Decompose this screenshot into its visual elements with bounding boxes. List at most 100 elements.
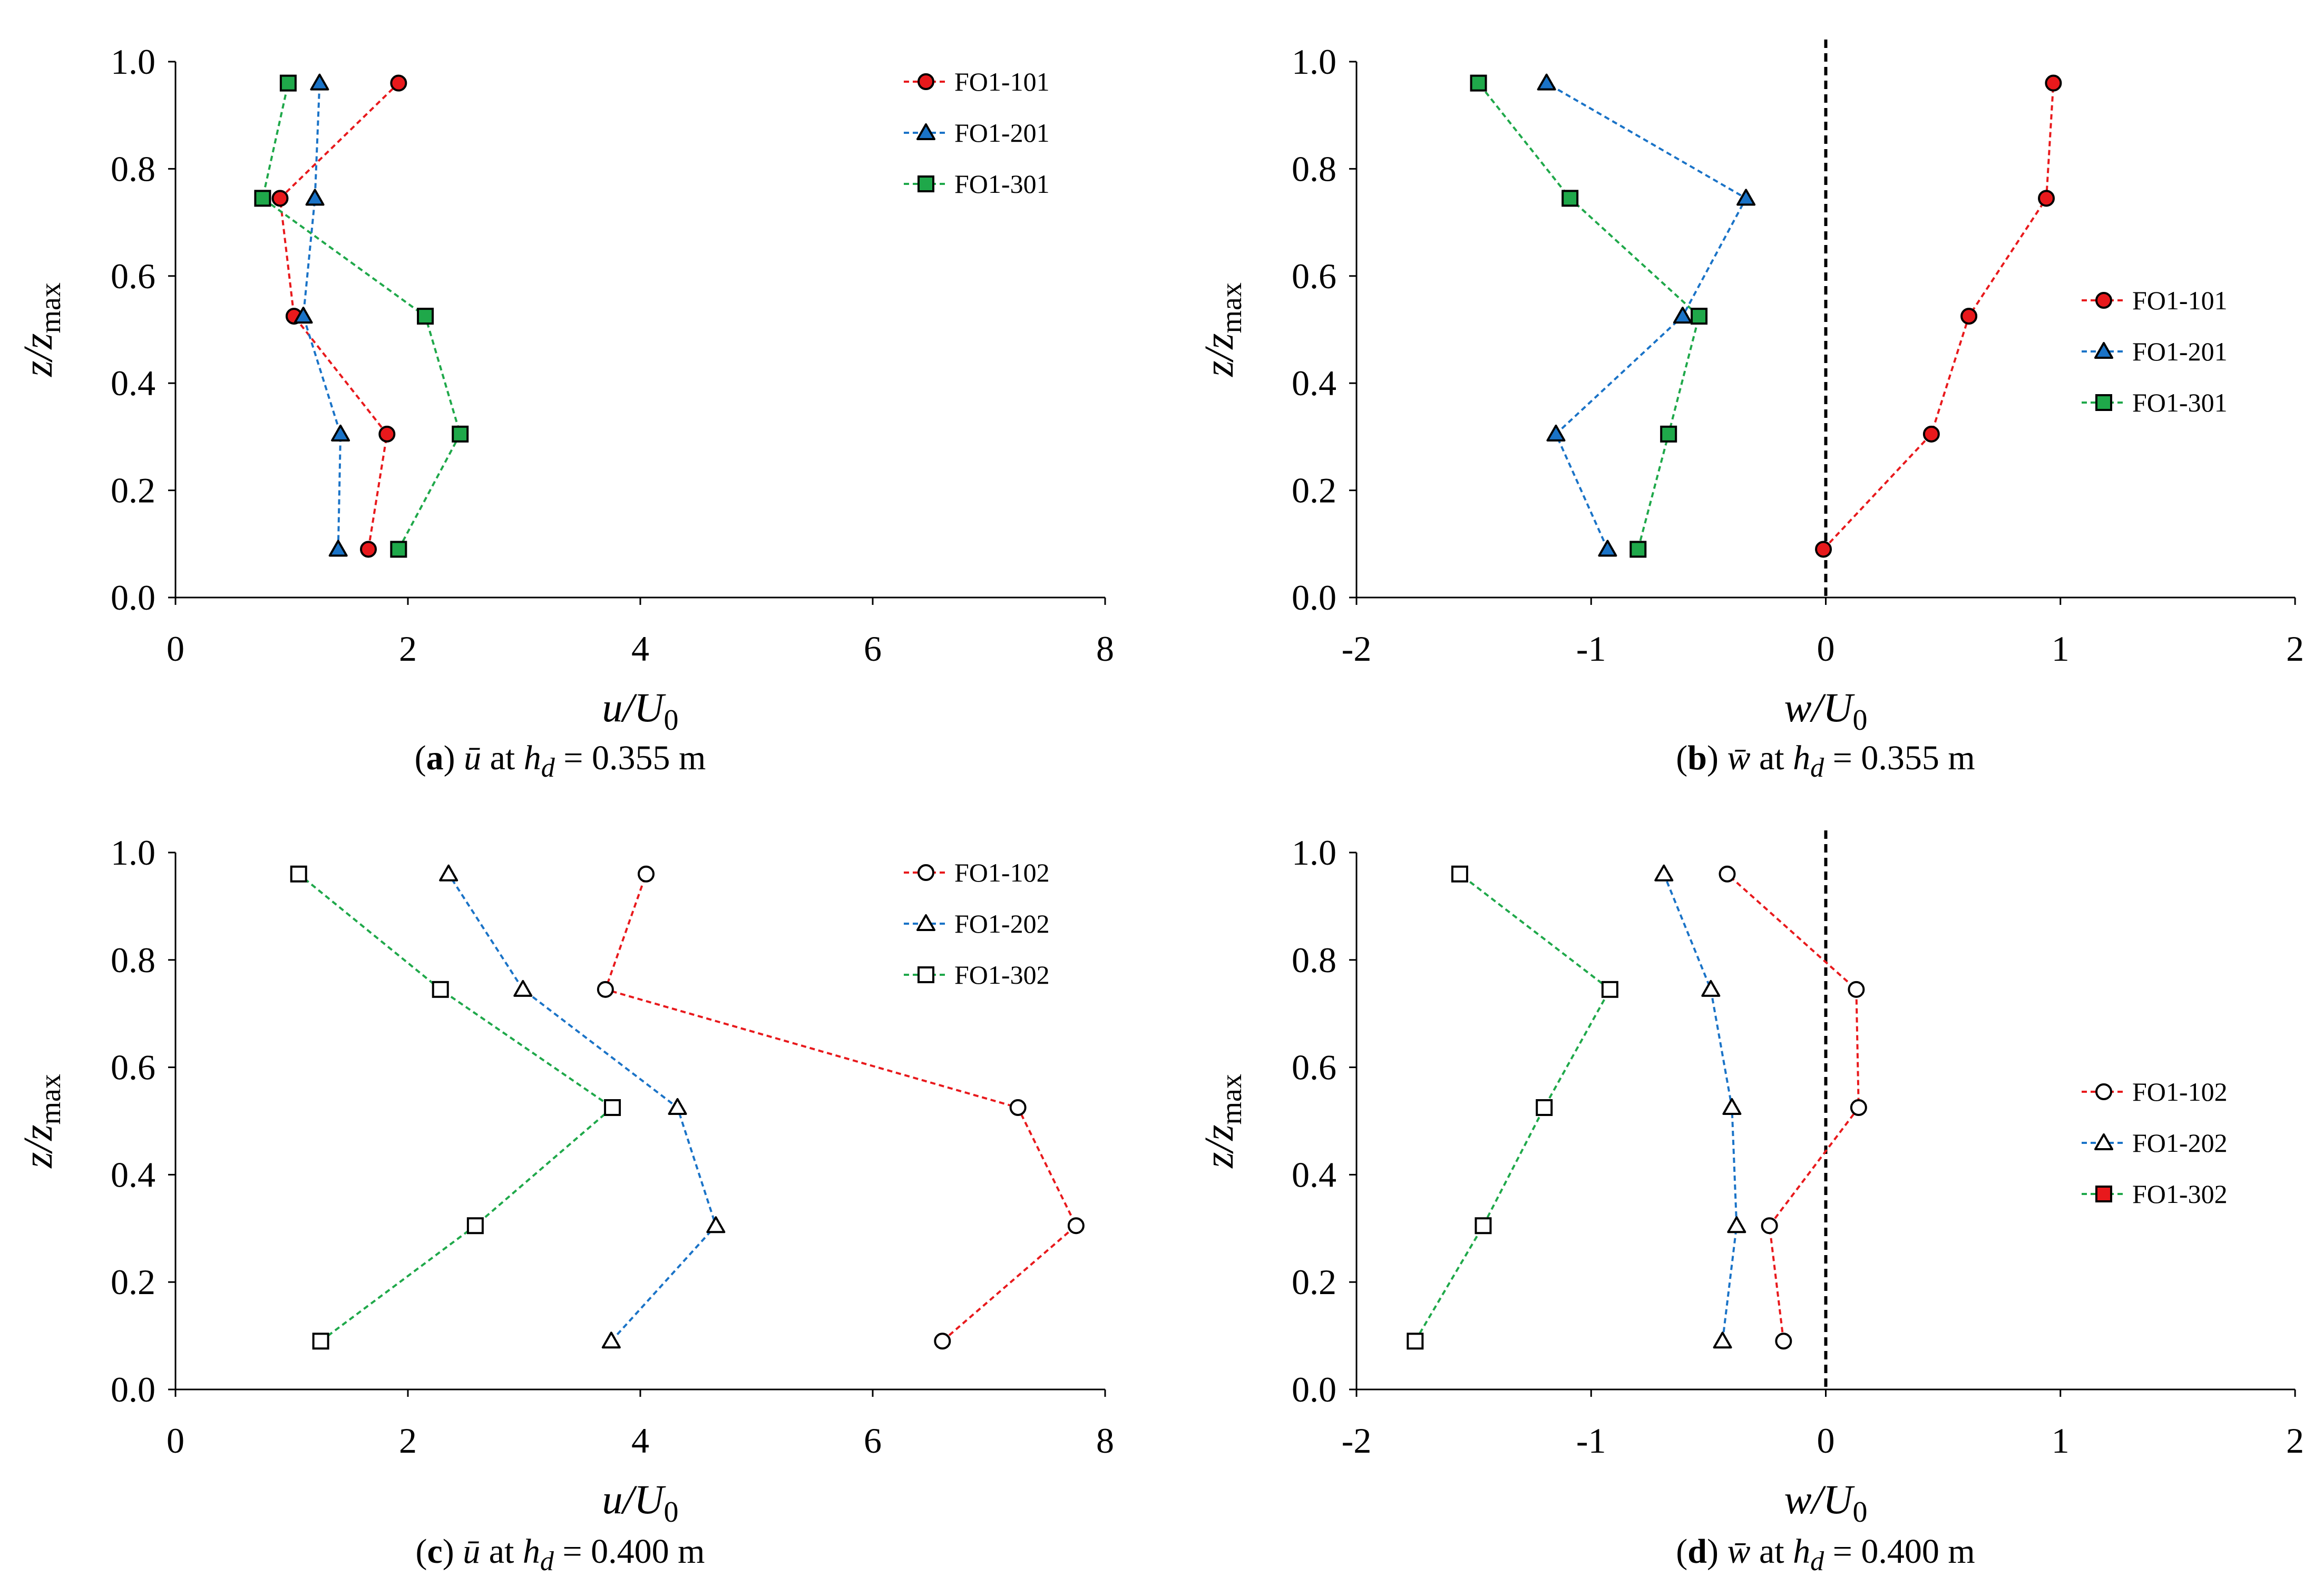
panel-c: 0.00.20.40.60.81.00 2 4 6 8u/U0z/zmaxFO1-102… [15, 833, 1114, 1577]
data-point-square [1629, 541, 1647, 558]
data-point-square [1470, 74, 1487, 92]
series-FO1-102 [1719, 865, 1867, 1350]
caption-h-sub: d [540, 1546, 554, 1577]
caption-at: at [480, 1532, 523, 1571]
legend-marker-square [2095, 394, 2112, 411]
caption-at: at [1751, 739, 1793, 777]
data-point-square [432, 981, 449, 998]
data-point-triangle [439, 864, 458, 882]
data-point-square [1561, 190, 1579, 207]
legend-label: FO1-202 [954, 909, 1050, 938]
data-point-circle [1815, 541, 1832, 558]
x-tick-label: 6 [864, 1421, 882, 1461]
panel-caption: (c) ū at hd = 0.400 m [416, 1532, 705, 1577]
x-tick-label: -1 [1576, 1421, 1606, 1461]
x-tick-label: 0 [1817, 1421, 1835, 1461]
legend-marker-triangle [2094, 1133, 2113, 1150]
series-line [298, 873, 614, 1342]
data-point-square [1660, 425, 1677, 443]
data-point-triangle [1546, 424, 1566, 442]
legend-marker-circle [918, 864, 934, 881]
data-point-circle [1067, 1217, 1085, 1235]
x-tick-label: 1 [2052, 629, 2070, 669]
caption-paren: ( [1676, 1532, 1687, 1571]
x-axis-label-main: u/U [602, 684, 667, 730]
series-FO1-302 [290, 865, 621, 1350]
legend-label: FO1-101 [2132, 286, 2228, 315]
data-point-circle [360, 541, 377, 558]
legend-marker-circle [2095, 292, 2112, 309]
legend-marker-square [918, 966, 934, 983]
x-tick-label: -2 [1342, 1421, 1372, 1461]
x-tick-label: 4 [631, 629, 649, 669]
legend-marker-triangle [916, 123, 935, 140]
legend-marker-square [2095, 1186, 2112, 1202]
y-tick-label: 1.0 [1292, 42, 1336, 82]
x-tick-label: 2 [399, 1421, 417, 1461]
caption-h-sub: d [541, 753, 555, 783]
y-axis-label-main: z/z [1196, 1125, 1242, 1169]
caption-h-sub: d [1810, 1546, 1824, 1577]
legend: FO1-101 FO1-201 FO1-301 [2082, 286, 2228, 417]
legend-label: FO1-302 [954, 960, 1050, 990]
x-tick-label: 2 [2286, 629, 2304, 669]
legend: FO1-102 FO1-202 FO1-302 [904, 858, 1050, 990]
data-point-circle [597, 981, 614, 998]
y-axis-label-sub: max [1215, 282, 1248, 333]
data-point-square [1407, 1333, 1424, 1350]
data-point-square [312, 1333, 329, 1350]
caption-letter: b [1687, 739, 1707, 777]
y-tick-label: 0.0 [1292, 1369, 1336, 1409]
y-tick-label: 0.6 [111, 256, 155, 296]
legend-marker-square [918, 175, 934, 192]
x-tick-label: -2 [1342, 629, 1372, 669]
y-axis-label-sub: max [34, 1074, 67, 1124]
data-point-circle [1848, 981, 1865, 998]
x-tick-label: 8 [1096, 629, 1114, 669]
x-axis-label: u/U0 [602, 1476, 679, 1529]
data-point-triangle [1654, 864, 1674, 882]
data-point-triangle [1736, 189, 1756, 206]
y-axis-label: z/zmax [15, 1074, 67, 1169]
caption-h: h [523, 1532, 540, 1571]
series-FO1-302 [1407, 865, 1618, 1350]
data-point-triangle [328, 540, 348, 557]
legend-label: FO1-201 [954, 118, 1050, 148]
caption-paren: ( [416, 1532, 427, 1571]
data-point-circle [934, 1333, 951, 1350]
data-point-circle [1009, 1099, 1027, 1117]
y-tick-label: 0.0 [1292, 577, 1336, 618]
caption-h: h [1793, 1532, 1810, 1571]
caption-value: = 0.400 m [554, 1532, 705, 1571]
data-point-triangle [1537, 73, 1556, 91]
data-point-circle [1850, 1099, 1867, 1117]
x-axis-label-sub: 0 [1853, 704, 1868, 737]
x-tick-label: 1 [2052, 1421, 2070, 1461]
data-point-square [1451, 865, 1468, 883]
data-point-triangle [1701, 980, 1721, 997]
caption-paren: ) [1707, 1532, 1727, 1571]
series-line [279, 82, 399, 550]
series-line [302, 83, 342, 550]
legend-label: FO1-101 [954, 67, 1050, 96]
y-tick-label: 0.2 [111, 471, 155, 511]
y-tick-label: 0.4 [1292, 363, 1336, 403]
y-tick-label: 0.4 [111, 363, 155, 403]
y-axis-label-main: z/z [1196, 334, 1242, 377]
y-tick-label: 1.0 [1292, 833, 1336, 873]
caption-at: at [1751, 1532, 1793, 1571]
y-tick-label: 0.6 [111, 1047, 155, 1088]
y-tick-label: 0.6 [1292, 256, 1336, 296]
data-point-circle [271, 190, 289, 207]
legend-marker-circle [2095, 1083, 2112, 1100]
caption-symbol: w̄ [1727, 1532, 1750, 1571]
y-axis-label: z/zmax [1196, 282, 1248, 377]
y-axis-label-sub: max [1215, 1074, 1248, 1124]
series-FO1-201 [1537, 73, 1756, 557]
data-point-square [604, 1099, 621, 1117]
data-point-circle [1775, 1333, 1792, 1350]
data-point-square [1536, 1099, 1553, 1117]
x-axis-label: w/U0 [1784, 684, 1867, 737]
